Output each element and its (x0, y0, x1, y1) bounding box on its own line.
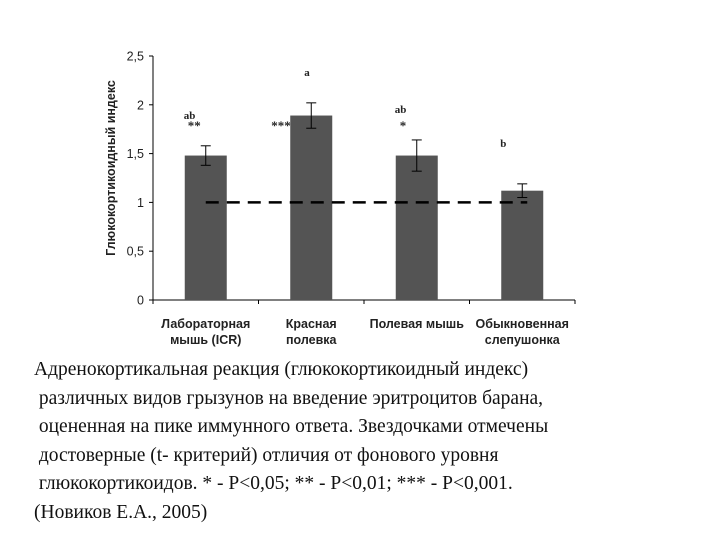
significance-stars: *** (271, 118, 291, 133)
x-category-label: Лабораторная (161, 317, 250, 331)
group-letter-label: b (500, 138, 506, 150)
figure-caption: Адренокортикальная реакция (глюкокортико… (34, 356, 704, 528)
chart-bars (184, 102, 544, 300)
x-category-label: полевка (286, 333, 338, 347)
caption-line: глюкокортикоидов. * - P<0,05; ** - P<0,0… (34, 473, 513, 495)
chart-labels: Глюкокортикоидный индекс Лабораторная мышь… (104, 67, 569, 347)
caption-line: достоверные (t- критерий) отличия от фон… (34, 444, 499, 466)
y-axis-title: Глюкокортикоидный индекс (104, 80, 118, 256)
x-category-label: мышь (ICR) (170, 333, 241, 347)
bar-chart: 0 0,5 1 1,5 2 2,5 Глюкокортикоидный индекс Лаб… (104, 50, 576, 347)
bar (395, 155, 438, 300)
bar (184, 155, 227, 300)
y-tick-label: 1,5 (127, 147, 144, 161)
group-letter-label: ab (395, 104, 407, 116)
caption-line: (Новиков Е.А., 2005) (34, 501, 208, 523)
caption-line: оцененная на пике иммунного ответа. Звез… (34, 416, 549, 438)
significance-stars: * (400, 118, 407, 133)
y-tick-label: 0 (137, 294, 144, 308)
bar (501, 190, 544, 300)
y-tick-label: 2 (137, 98, 144, 112)
group-letter-label: a (304, 67, 310, 79)
y-tick-label: 0,5 (127, 245, 144, 259)
bar (290, 115, 333, 300)
x-category-label: слепушонка (485, 333, 561, 347)
y-tick-label: 1 (137, 196, 144, 210)
x-category-label: Полевая мышь (370, 317, 465, 331)
caption-line: различных видов грызунов на введение эри… (34, 387, 544, 409)
caption-line: Адренокортикальная реакция (глюкокортико… (34, 359, 529, 380)
significance-stars: ** (188, 118, 201, 133)
y-tick-label: 2,5 (127, 50, 144, 64)
x-category-label: Обыкновенная (476, 317, 569, 331)
group-letter-label: ab (184, 110, 196, 122)
x-category-label: Красная (286, 317, 337, 331)
